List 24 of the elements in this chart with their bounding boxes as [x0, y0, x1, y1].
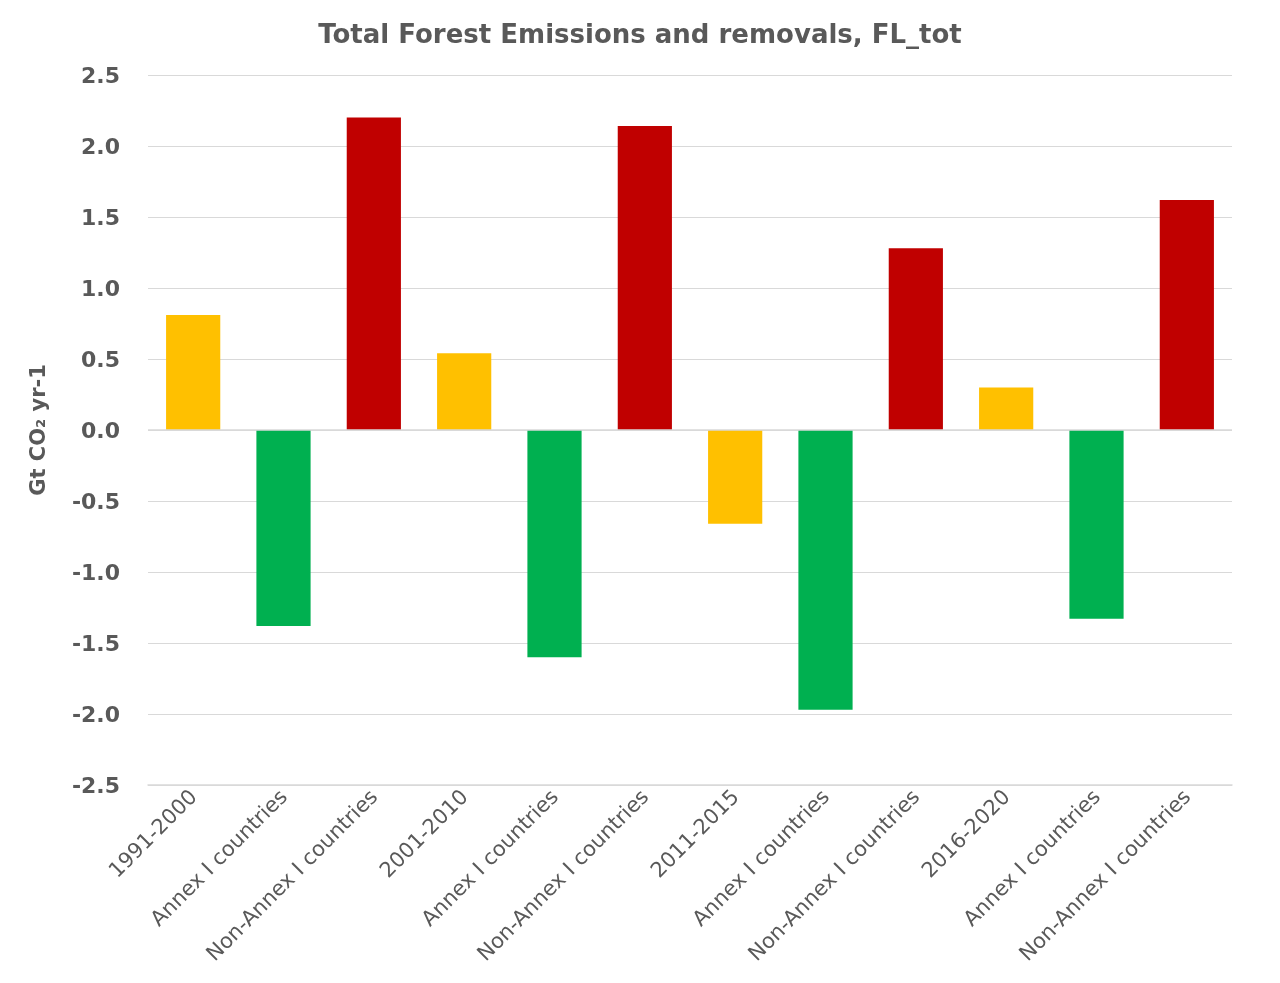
bar [527, 430, 582, 658]
bar [346, 117, 401, 430]
bar [437, 353, 492, 430]
y-tick-label: 0.0 [81, 417, 120, 443]
y-tick-label: -1.0 [71, 559, 120, 585]
y-tick-label: 1.5 [81, 204, 120, 230]
bar [798, 430, 853, 710]
chart-title: Total Forest Emissions and removals, FL_tot [318, 19, 962, 49]
bar [1159, 199, 1214, 430]
y-axis-title: Gt CO₂ yr-1 [25, 364, 50, 496]
bar [708, 430, 763, 524]
bar [617, 126, 672, 430]
bar [1069, 430, 1124, 619]
y-tick-label: -0.5 [71, 488, 120, 514]
bar [888, 248, 943, 430]
bar [256, 430, 311, 626]
bar [166, 314, 221, 430]
y-tick-label: 2.5 [81, 62, 120, 88]
y-tick-label: 2.0 [81, 133, 120, 159]
y-tick-label: 0.5 [81, 346, 120, 372]
bar [979, 387, 1034, 430]
y-tick-label: 1.0 [81, 275, 120, 301]
y-tick-label: -2.0 [71, 701, 120, 727]
y-tick-label: -1.5 [71, 630, 120, 656]
